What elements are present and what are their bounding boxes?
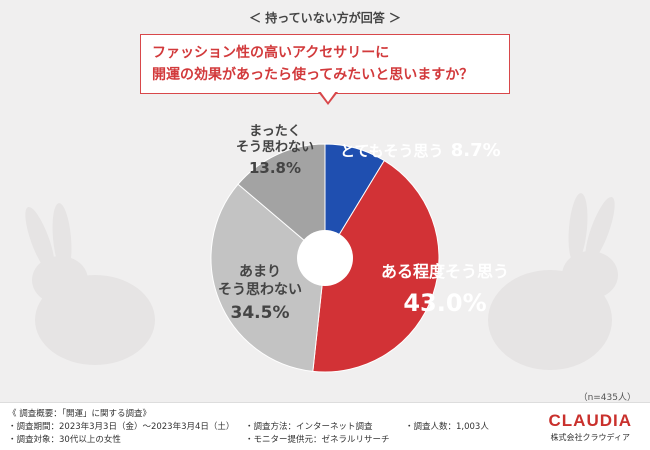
slice-name-amari-2: そう思わない xyxy=(218,281,302,298)
slice-name-aru: ある程度そう思う xyxy=(380,262,509,281)
footer-method: ・調査方法：インターネット調査 xyxy=(245,422,373,432)
slice-label-mattaku: まったく そう思わない 13.8% xyxy=(220,124,330,177)
bubble-tail-inner xyxy=(320,91,336,102)
slice-pct-mattaku: 13.8% xyxy=(248,158,302,177)
brand: CLAUDIA 株式会社クラウディア xyxy=(549,411,633,443)
claudia-logo: CLAUDIA xyxy=(548,411,632,430)
slice-pct-aru: 43.0% xyxy=(403,289,487,317)
slice-label-amari: あまり そう思わない 34.5% xyxy=(200,264,320,324)
footer-period: ・調査期間：2023年3月3日（金）〜2023年3月4日（土） xyxy=(8,422,235,432)
slice-name-amari-1: あまり xyxy=(239,264,281,280)
slice-amari xyxy=(210,183,326,372)
pie-center-hole xyxy=(297,230,353,286)
slice-name-mattaku-2: そう思わない xyxy=(235,140,314,156)
rabbit-silhouette-left xyxy=(25,203,155,365)
slice-pct-amari: 34.5% xyxy=(230,303,290,323)
company-name: 株式会社クラウディア xyxy=(550,433,630,442)
survey-footer: 《 調査概要：「開運」に関する調査》 ・調査期間：2023年3月3日（金）〜20… xyxy=(0,402,650,450)
slice-label-aru: ある程度そう思う 43.0% xyxy=(370,262,520,318)
slice-pct-tottemo: 8.7% xyxy=(450,140,501,161)
footer-count: ・調査人数：1,003人 xyxy=(405,422,489,432)
slice-name-tottemo: とてもそう思う xyxy=(340,142,444,160)
slice-aru xyxy=(312,159,440,373)
footer-target: ・調査対象：30代以上の女性 xyxy=(8,435,121,445)
question-line-1: ファッション性の高いアクセサリーに xyxy=(152,45,390,61)
footer-provider: ・モニター提供元：ゼネラルリサーチ xyxy=(245,435,390,445)
footer-title: 《 調査概要：「開運」に関する調査》 xyxy=(8,409,151,419)
slice-label-tottemo: とてもそう思う 8.7% xyxy=(340,140,501,163)
survey-question: ファッション性の高いアクセサリーに 開運の効果があったら使ってみたいと思いますか… xyxy=(152,42,507,86)
slice-name-mattaku-1: まったく xyxy=(249,124,301,139)
rabbit-silhouette-right xyxy=(488,193,618,370)
respondent-note: ＜ 持っていない方が回答 ＞ xyxy=(249,11,401,25)
question-line-2: 開運の効果があったら使ってみたいと思いますか？ xyxy=(152,67,474,83)
slice-mattaku xyxy=(237,143,326,260)
sample-size: （n=435人） xyxy=(578,393,636,403)
